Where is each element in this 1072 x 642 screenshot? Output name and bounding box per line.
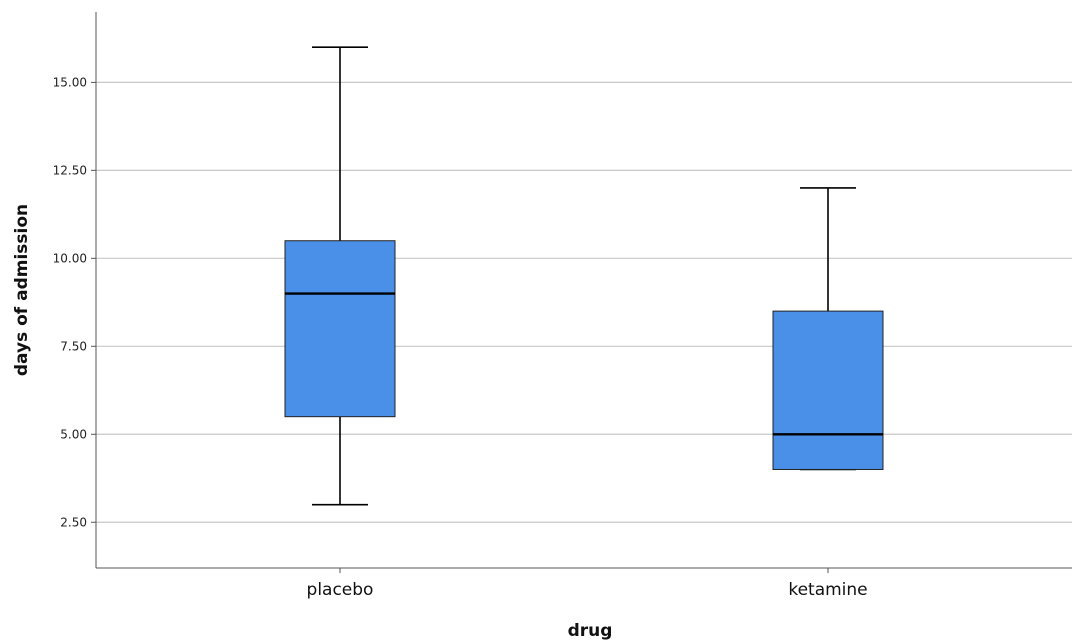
y-axis-title: days of admission (12, 204, 32, 376)
y-tick-label: 2.50 (60, 515, 87, 529)
y-tick-labels: 2.50 5.00 7.50 10.00 12.50 15.00 (53, 75, 96, 529)
x-category-labels: placebo ketamine (307, 568, 868, 600)
y-tick-label: 12.50 (53, 163, 87, 177)
x-category-label: ketamine (788, 580, 867, 600)
axes (95, 12, 1072, 569)
iqr-box (284, 240, 396, 418)
box-placebo (284, 46, 396, 506)
x-category-label: placebo (307, 580, 374, 600)
boxes (284, 46, 884, 506)
box-ketamine (772, 187, 884, 471)
iqr-box (772, 310, 884, 470)
y-tick-label: 5.00 (60, 427, 87, 441)
x-axis-title: drug (568, 621, 613, 641)
y-tick-label: 10.00 (53, 251, 87, 265)
y-tick-label: 15.00 (53, 75, 87, 89)
y-tick-label: 7.50 (60, 339, 87, 353)
gridlines (96, 81, 1072, 523)
